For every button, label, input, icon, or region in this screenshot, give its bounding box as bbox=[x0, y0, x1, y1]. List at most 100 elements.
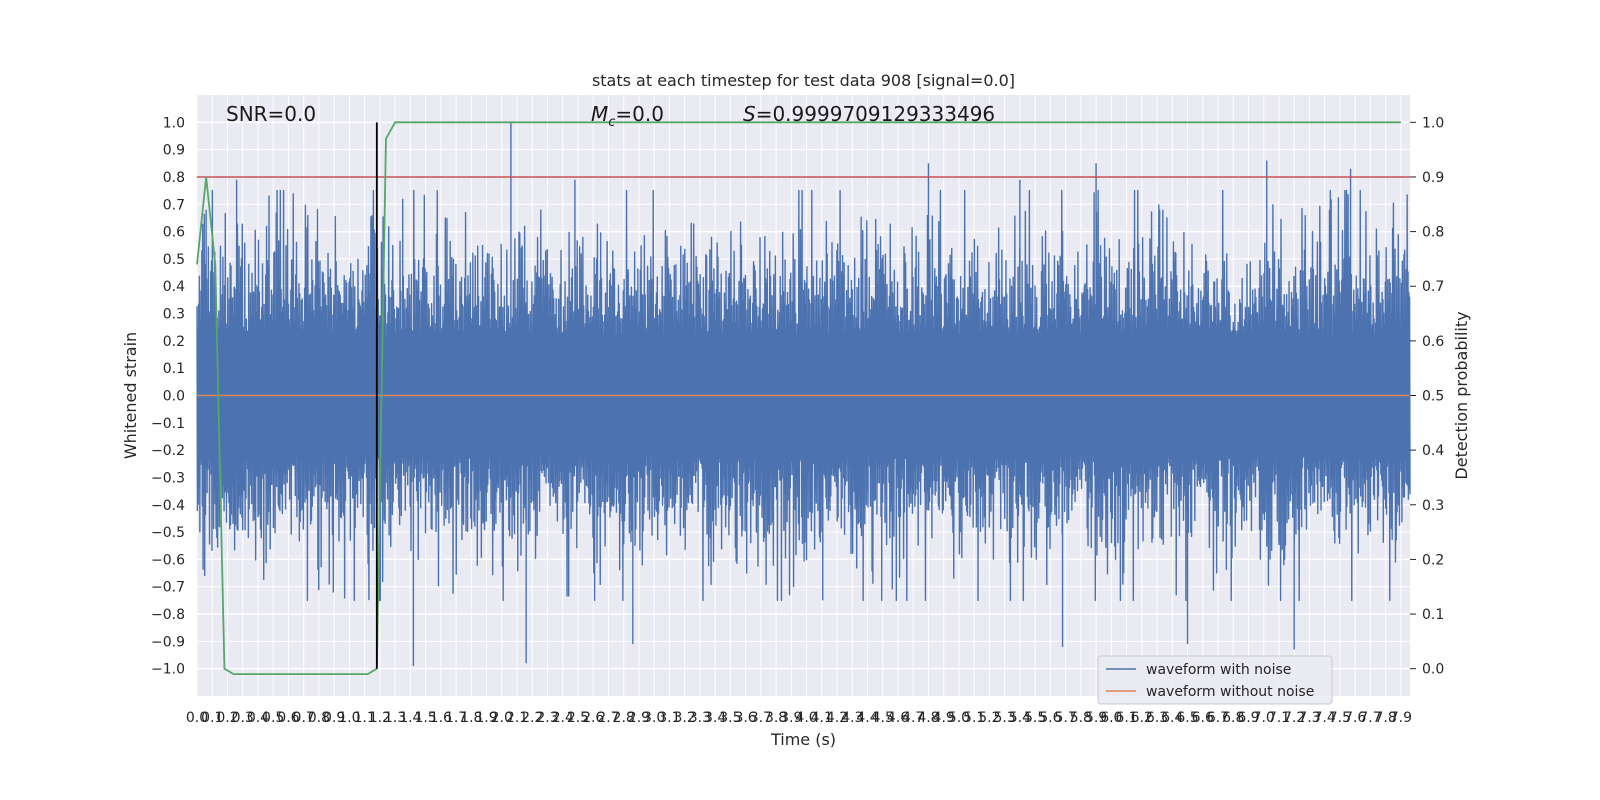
y2-axis-label: Detection probability bbox=[1452, 311, 1471, 479]
x-tick-label: 4.5 bbox=[872, 710, 894, 726]
x-tick-label: 3.0 bbox=[643, 710, 665, 726]
y2-tick-label: 0.3 bbox=[1422, 498, 1444, 514]
x-tick-label: 7.8 bbox=[1374, 710, 1396, 726]
mc-value: =0.0 bbox=[615, 102, 664, 126]
y-tick-label: −0.2 bbox=[151, 443, 185, 459]
x-tick-label: 2.4 bbox=[552, 710, 574, 726]
x-tick-label: 1.6 bbox=[430, 710, 452, 726]
s-annotation: S=0.9999709129333496 bbox=[743, 102, 995, 126]
mc-subscript: c bbox=[608, 115, 615, 130]
x-tick-label: 4.9 bbox=[933, 710, 955, 726]
legend-box bbox=[1097, 655, 1333, 705]
x-tick-label: 7.5 bbox=[1329, 710, 1351, 726]
x-tick-label: 4.1 bbox=[811, 710, 833, 726]
y-tick-label: 0.0 bbox=[163, 389, 185, 405]
chart-title: stats at each timestep for test data 908… bbox=[592, 71, 1015, 90]
x-tick-label: 6.0 bbox=[1100, 710, 1122, 726]
y2-tick-label: 0.4 bbox=[1422, 443, 1444, 459]
y2-tick-label: 0.7 bbox=[1422, 279, 1444, 295]
x-tick-label: 5.8 bbox=[1070, 710, 1092, 726]
y-tick-label: 0.1 bbox=[163, 361, 185, 377]
y-tick-label: 0.7 bbox=[163, 197, 185, 213]
x-tick-label: 0.0 bbox=[186, 710, 208, 726]
x-tick-label: 1.7 bbox=[445, 710, 467, 726]
x-tick-label: 2.9 bbox=[628, 710, 650, 726]
y-tick-label: 0.6 bbox=[163, 225, 185, 241]
x-tick-label: 6.4 bbox=[1161, 710, 1183, 726]
y2-tick-label: 0.0 bbox=[1422, 662, 1444, 678]
x-tick-label: 2.2 bbox=[521, 710, 543, 726]
x-tick-label: 7.2 bbox=[1283, 710, 1305, 726]
x-tick-label: 4.2 bbox=[826, 710, 848, 726]
x-tick-label: 5.0 bbox=[948, 710, 970, 726]
series-waveform-with-noise bbox=[196, 122, 1411, 666]
x-axis-label: Time (s) bbox=[770, 730, 836, 749]
x-tick-label: 5.2 bbox=[978, 710, 1000, 726]
y2-tick-label: 0.8 bbox=[1422, 225, 1444, 241]
x-tick-label: 3.2 bbox=[674, 710, 696, 726]
y-tick-label: 0.2 bbox=[163, 334, 185, 350]
series-layer bbox=[196, 121, 1411, 676]
y-tick-label: −0.7 bbox=[151, 580, 185, 596]
x-tick-label: 0.3 bbox=[232, 710, 254, 726]
x-tick-label: 0.2 bbox=[216, 710, 238, 726]
x-tick-label: 1.2 bbox=[369, 710, 391, 726]
snr-annotation: SNR=0.0 bbox=[226, 102, 316, 126]
x-tick-label: 6.9 bbox=[1237, 710, 1259, 726]
x-tick-label: 6.1 bbox=[1115, 710, 1137, 726]
x-tick-label: 7.6 bbox=[1344, 710, 1366, 726]
x-tick-label: 0.1 bbox=[201, 710, 223, 726]
y2-tick-label: 1.0 bbox=[1422, 115, 1444, 131]
x-tick-label: 5.7 bbox=[1054, 710, 1076, 726]
x-tick-label: 5.4 bbox=[1009, 710, 1031, 726]
axis-layer: 0.00.10.20.30.40.50.60.70.80.91.01.11.21… bbox=[151, 115, 1444, 726]
x-tick-label: 5.6 bbox=[1039, 710, 1061, 726]
y-tick-label: 0.4 bbox=[163, 279, 185, 295]
legend-label-clean: waveform without noise bbox=[1146, 684, 1314, 700]
y2-tick-label: 0.5 bbox=[1422, 389, 1444, 405]
x-tick-label: 5.3 bbox=[994, 710, 1016, 726]
x-tick-label: 0.9 bbox=[323, 710, 345, 726]
x-tick-label: 3.8 bbox=[765, 710, 787, 726]
x-tick-label: 0.5 bbox=[262, 710, 284, 726]
x-tick-label: 3.6 bbox=[734, 710, 756, 726]
x-tick-label: 3.3 bbox=[689, 710, 711, 726]
x-tick-label: 6.5 bbox=[1176, 710, 1198, 726]
x-tick-label: 7.7 bbox=[1359, 710, 1381, 726]
x-tick-label: 1.5 bbox=[414, 710, 436, 726]
x-tick-label: 6.6 bbox=[1192, 710, 1214, 726]
x-tick-label: 3.9 bbox=[780, 710, 802, 726]
x-tick-label: 3.5 bbox=[719, 710, 741, 726]
x-tick-label: 4.8 bbox=[917, 710, 939, 726]
x-tick-label: 4.4 bbox=[856, 710, 878, 726]
s-value: =0.9999709129333496 bbox=[756, 102, 995, 126]
x-tick-label: 1.1 bbox=[353, 710, 375, 726]
x-tick-label: 2.8 bbox=[613, 710, 635, 726]
s-symbol: S bbox=[743, 102, 756, 126]
y-tick-label: 0.5 bbox=[163, 252, 185, 268]
y-tick-label: −0.6 bbox=[151, 552, 185, 568]
x-tick-label: 6.3 bbox=[1146, 710, 1168, 726]
series-detection-probability bbox=[196, 121, 1401, 676]
x-tick-label: 0.8 bbox=[308, 710, 330, 726]
x-tick-label: 4.7 bbox=[902, 710, 924, 726]
y-tick-label: 0.3 bbox=[163, 307, 185, 323]
x-tick-label: 0.7 bbox=[293, 710, 315, 726]
y-tick-label: −1.0 bbox=[151, 662, 185, 678]
x-tick-label: 4.6 bbox=[887, 710, 909, 726]
x-tick-label: 6.8 bbox=[1222, 710, 1244, 726]
x-tick-label: 4.3 bbox=[841, 710, 863, 726]
y-tick-label: 0.9 bbox=[163, 143, 185, 159]
y-tick-label: −0.9 bbox=[151, 634, 185, 650]
y2-tick-label: 0.2 bbox=[1422, 552, 1444, 568]
y2-tick-label: 0.1 bbox=[1422, 607, 1444, 623]
y2-tick-label: 0.6 bbox=[1422, 334, 1444, 350]
y-axis-label: Whitened strain bbox=[121, 332, 140, 459]
x-tick-label: 7.9 bbox=[1390, 710, 1412, 726]
x-tick-label: 3.7 bbox=[750, 710, 772, 726]
y-tick-label: −0.4 bbox=[151, 498, 185, 514]
x-tick-label: 1.8 bbox=[460, 710, 482, 726]
x-tick-label: 2.1 bbox=[506, 710, 528, 726]
x-tick-label: 1.9 bbox=[475, 710, 497, 726]
